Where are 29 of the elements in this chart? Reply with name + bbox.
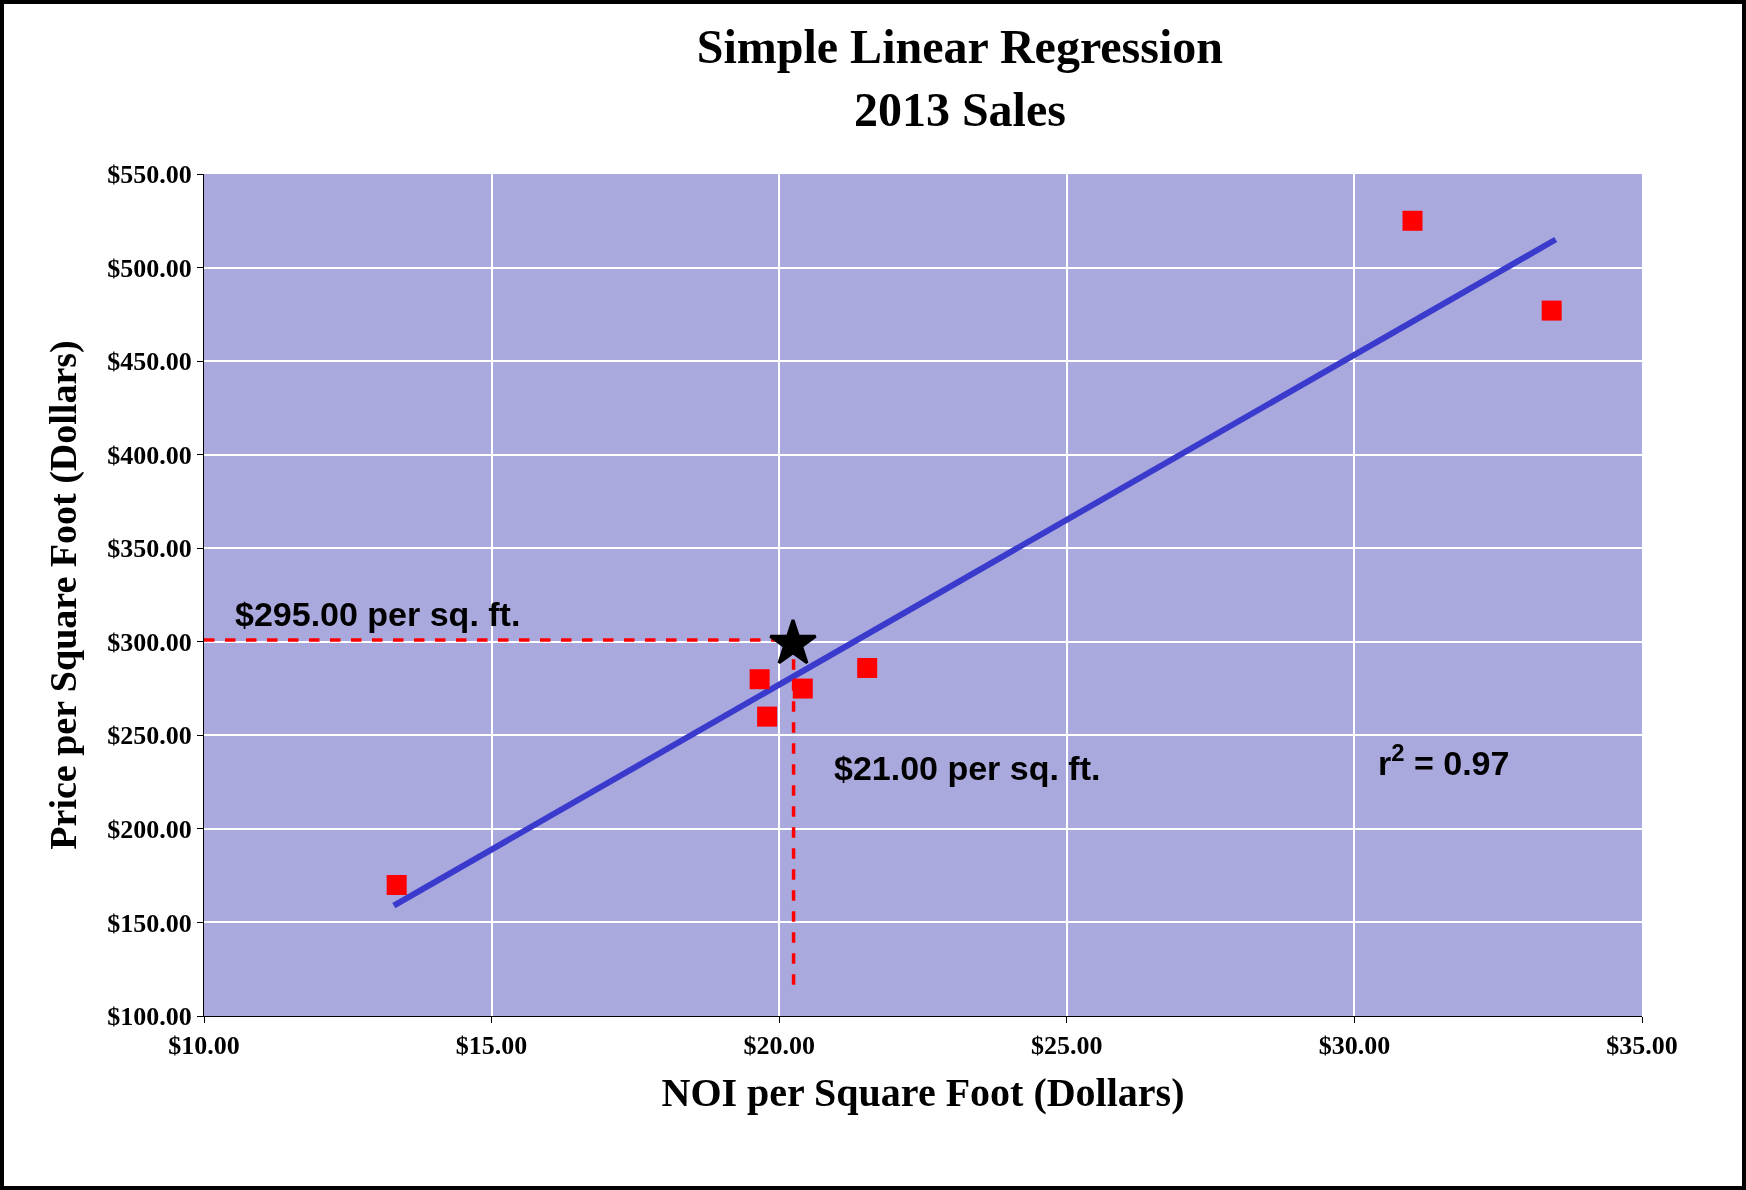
y-tick-label: $150.00 xyxy=(107,908,192,938)
x-tick-label: $15.00 xyxy=(455,1031,528,1061)
point xyxy=(792,678,813,699)
point xyxy=(1402,210,1423,231)
x-tick-label: $30.00 xyxy=(1318,1031,1391,1061)
y-tick-label: $400.00 xyxy=(107,440,192,470)
point xyxy=(757,706,778,727)
y-tick-label: $550.00 xyxy=(107,160,192,190)
x-tick-label: $10.00 xyxy=(168,1031,240,1061)
point xyxy=(386,875,407,896)
annotation: $295.00 per sq. ft. xyxy=(235,595,521,633)
y-tick-label: $250.00 xyxy=(107,721,192,751)
point xyxy=(749,669,770,690)
y-axis-title: Price per Square Foot (Dollars) xyxy=(42,340,86,850)
x-tick-label: $20.00 xyxy=(743,1031,815,1061)
annotation: r$^{2}$ = 0.97 xyxy=(1378,739,1510,783)
y-tick-label: $500.00 xyxy=(107,253,192,283)
chart-title: Simple Linear Regression 2013 Sales xyxy=(696,20,1224,136)
y-tick-label: $200.00 xyxy=(107,814,192,844)
y-tick-label: $300.00 xyxy=(107,627,192,657)
point xyxy=(857,657,878,678)
y-tick-label: $100.00 xyxy=(107,1002,192,1032)
x-tick-label: $25.00 xyxy=(1031,1031,1103,1061)
y-tick-label: $350.00 xyxy=(107,534,192,564)
point xyxy=(1541,300,1562,321)
x-tick-label: $35.00 xyxy=(1606,1031,1678,1061)
x-axis-title: NOI per Square Foot (Dollars) xyxy=(661,1069,1185,1115)
annotation: $21.00 per sq. ft. xyxy=(834,749,1101,787)
y-tick-label: $450.00 xyxy=(107,347,192,377)
